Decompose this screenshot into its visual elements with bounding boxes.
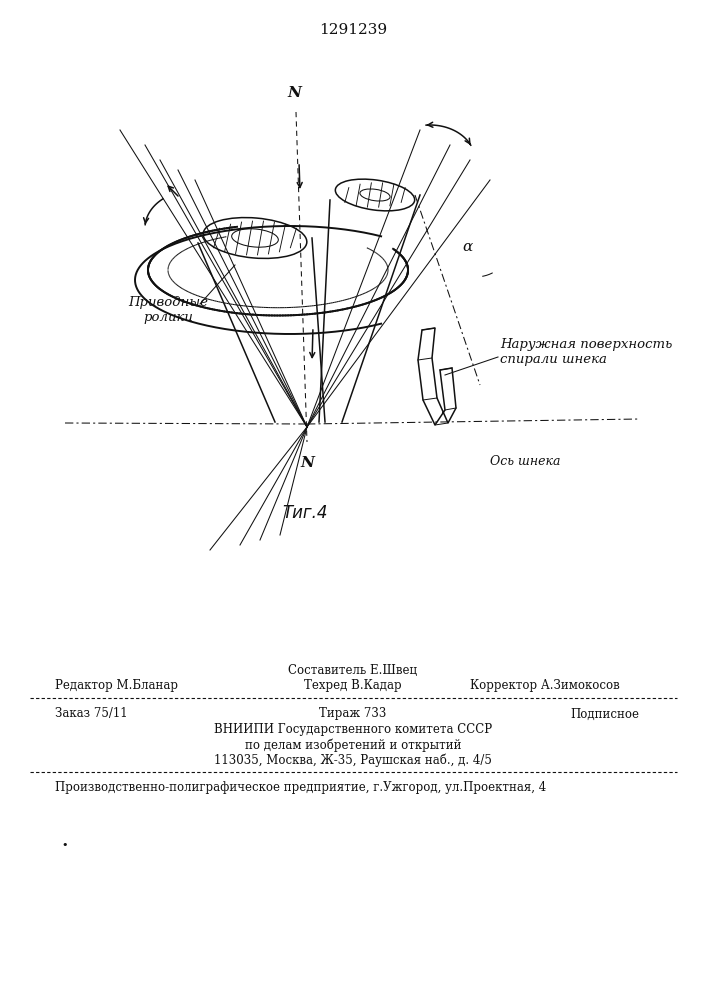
Text: •: • <box>62 840 69 850</box>
Text: Корректор А.Зимокосов: Корректор А.Зимокосов <box>470 680 620 692</box>
Text: Составитель Е.Швец: Составитель Е.Швец <box>288 664 418 676</box>
Text: 113035, Москва, Ж-35, Раушская наб., д. 4/5: 113035, Москва, Ж-35, Раушская наб., д. … <box>214 753 492 767</box>
Text: Производственно-полиграфическое предприятие, г.Ужгород, ул.Проектная, 4: Производственно-полиграфическое предприя… <box>55 780 547 794</box>
Text: Τиг.4: Τиг.4 <box>282 504 328 522</box>
Text: Заказ 75/11: Заказ 75/11 <box>55 708 128 720</box>
Text: Наружная поверхность
спирали шнека: Наружная поверхность спирали шнека <box>500 338 672 366</box>
Text: Редактор М.Бланар: Редактор М.Бланар <box>55 680 178 692</box>
Text: ВНИИПИ Государственного комитета СССР: ВНИИПИ Государственного комитета СССР <box>214 724 492 736</box>
Text: 1291239: 1291239 <box>319 23 387 37</box>
Text: по делам изобретений и открытий: по делам изобретений и открытий <box>245 738 461 752</box>
Text: N: N <box>287 86 301 100</box>
Text: Подписное: Подписное <box>570 708 639 720</box>
Text: Ось шнека: Ось шнека <box>490 455 561 468</box>
Text: Тираж 733: Тираж 733 <box>320 708 387 720</box>
Text: Приводные
ролики: Приводные ролики <box>128 296 208 324</box>
Text: α: α <box>462 240 472 254</box>
Text: N: N <box>300 456 314 470</box>
Text: Техред В.Кадар: Техред В.Кадар <box>304 680 402 692</box>
Polygon shape <box>418 328 456 425</box>
